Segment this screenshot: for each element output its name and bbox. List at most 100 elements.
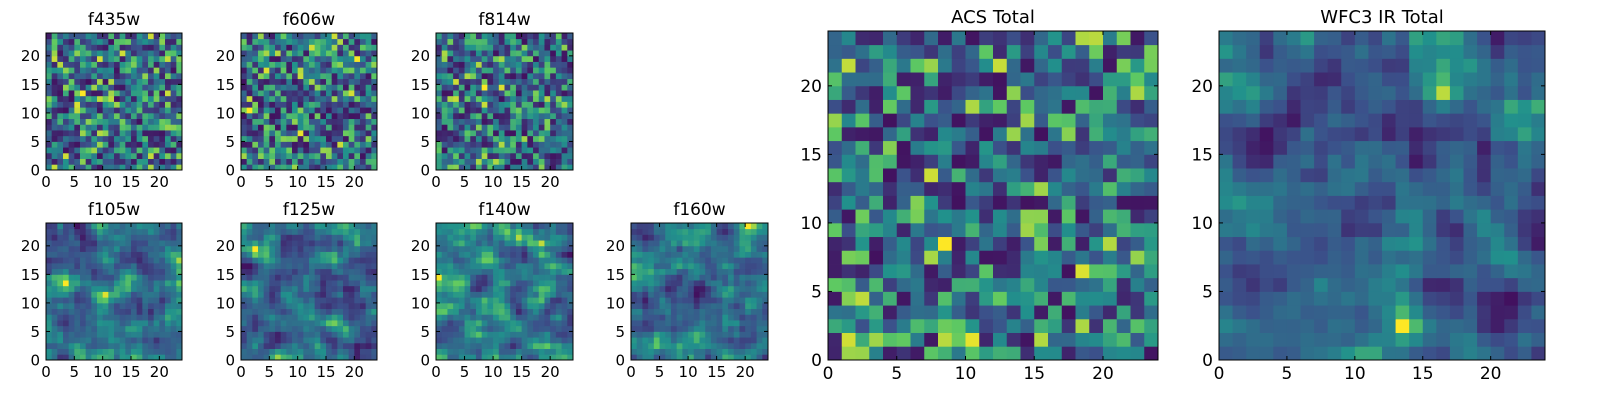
heatmap-cell (269, 72, 276, 80)
heatmap-cell (68, 147, 75, 154)
heatmap-cell (498, 280, 505, 287)
heatmap-cell (354, 308, 361, 315)
heatmap-cell (1354, 291, 1369, 306)
heatmap-cell (453, 223, 460, 230)
heatmap-cell (705, 285, 712, 292)
heatmap-cell (114, 251, 121, 258)
heatmap-cell (148, 223, 155, 230)
heatmap-cell (85, 72, 92, 80)
heatmap-cell (371, 95, 378, 102)
heatmap-cell (74, 314, 81, 321)
heatmap-cell (993, 250, 1008, 265)
heatmap-cell (716, 325, 723, 332)
heatmap-cell (170, 342, 177, 349)
heatmap-cell (883, 332, 898, 347)
heatmap-cell (481, 130, 488, 137)
x-tick-label: 5 (70, 363, 80, 381)
heatmap-cell (527, 262, 534, 270)
heatmap-cell (464, 124, 471, 131)
heatmap-cell (670, 348, 678, 355)
heatmap-cell (733, 245, 740, 252)
heatmap-cell (354, 90, 361, 97)
heatmap-cell (487, 223, 494, 230)
heatmap-cell (142, 164, 149, 171)
heatmap-cell (258, 124, 265, 131)
heatmap-cell (68, 141, 75, 148)
heatmap-cell (176, 152, 183, 159)
heatmap-cell (68, 280, 75, 287)
heatmap-cell (636, 302, 643, 310)
heatmap-cell (728, 348, 735, 355)
heatmap-cell (331, 107, 338, 114)
heatmap-cell (896, 44, 911, 59)
heatmap-cell (125, 95, 132, 102)
heatmap-cell (68, 342, 75, 349)
heatmap-cell (693, 268, 700, 275)
heatmap-cell (567, 302, 574, 310)
heatmap-cell (1116, 222, 1131, 238)
y-tick-label: 0 (615, 351, 625, 369)
heatmap-cell (510, 302, 517, 310)
heatmap-cell (951, 168, 966, 183)
heatmap-cell (693, 348, 700, 355)
heatmap-cell (1089, 181, 1104, 196)
heatmap-cell (280, 67, 287, 74)
heatmap-cell (159, 164, 166, 171)
heatmap-cell (131, 308, 138, 315)
heatmap-cell (475, 245, 483, 252)
heatmap-cell (682, 274, 689, 281)
heatmap-cell (119, 228, 126, 235)
heatmap-cell (470, 95, 477, 102)
heatmap-cell (475, 95, 483, 102)
heatmap-cell (688, 240, 695, 247)
heatmap-cell (159, 342, 166, 349)
heatmap-cell (326, 274, 333, 281)
heatmap-cell (527, 280, 534, 287)
heatmap-cell (561, 90, 568, 97)
heatmap-cell (951, 318, 966, 333)
heatmap-cell (102, 84, 109, 91)
heatmap-cell (136, 164, 143, 171)
heatmap-cell (1449, 318, 1464, 333)
heatmap-cell (165, 251, 172, 258)
heatmap-cell (470, 50, 477, 57)
heatmap-cell (136, 72, 143, 80)
heatmap-cell (750, 291, 757, 298)
heatmap-cell (51, 234, 58, 241)
heatmap-cell (841, 318, 856, 333)
heatmap-cell (475, 291, 483, 298)
heatmap-cell (453, 158, 460, 165)
heatmap-cell (521, 141, 528, 148)
heatmap-cell (762, 223, 769, 230)
heatmap-cell (436, 223, 443, 230)
heatmap-cell (475, 84, 483, 91)
heatmap-cell (297, 44, 304, 51)
heatmap-cell (80, 337, 87, 344)
x-tick-label: 5 (265, 363, 275, 381)
heatmap-cell (561, 130, 568, 137)
heatmap-cell (297, 342, 304, 349)
heatmap-cell (1103, 44, 1118, 59)
heatmap-cell (642, 348, 649, 355)
heatmap-cell (74, 297, 81, 304)
heatmap-cell (102, 141, 109, 148)
heatmap-cell (515, 314, 523, 321)
heatmap-cell (527, 245, 534, 252)
heatmap-cell (85, 308, 92, 315)
heatmap-cell (263, 124, 270, 131)
heatmap-cell (142, 55, 149, 62)
heatmap-cell (91, 112, 98, 120)
heatmap-cell (1089, 318, 1104, 333)
heatmap-cell (436, 240, 443, 247)
heatmap-cell (136, 101, 143, 108)
heatmap-cell (527, 107, 534, 114)
heatmap-cell (125, 55, 132, 62)
heatmap-cell (653, 262, 660, 270)
heatmap-cell (555, 308, 562, 315)
heatmap-cell (561, 331, 568, 338)
heatmap-cell (114, 320, 121, 327)
heatmap-cell (464, 342, 471, 349)
heatmap-cell (326, 342, 333, 349)
heatmap-cell (258, 78, 265, 85)
heatmap-cell (292, 164, 299, 171)
